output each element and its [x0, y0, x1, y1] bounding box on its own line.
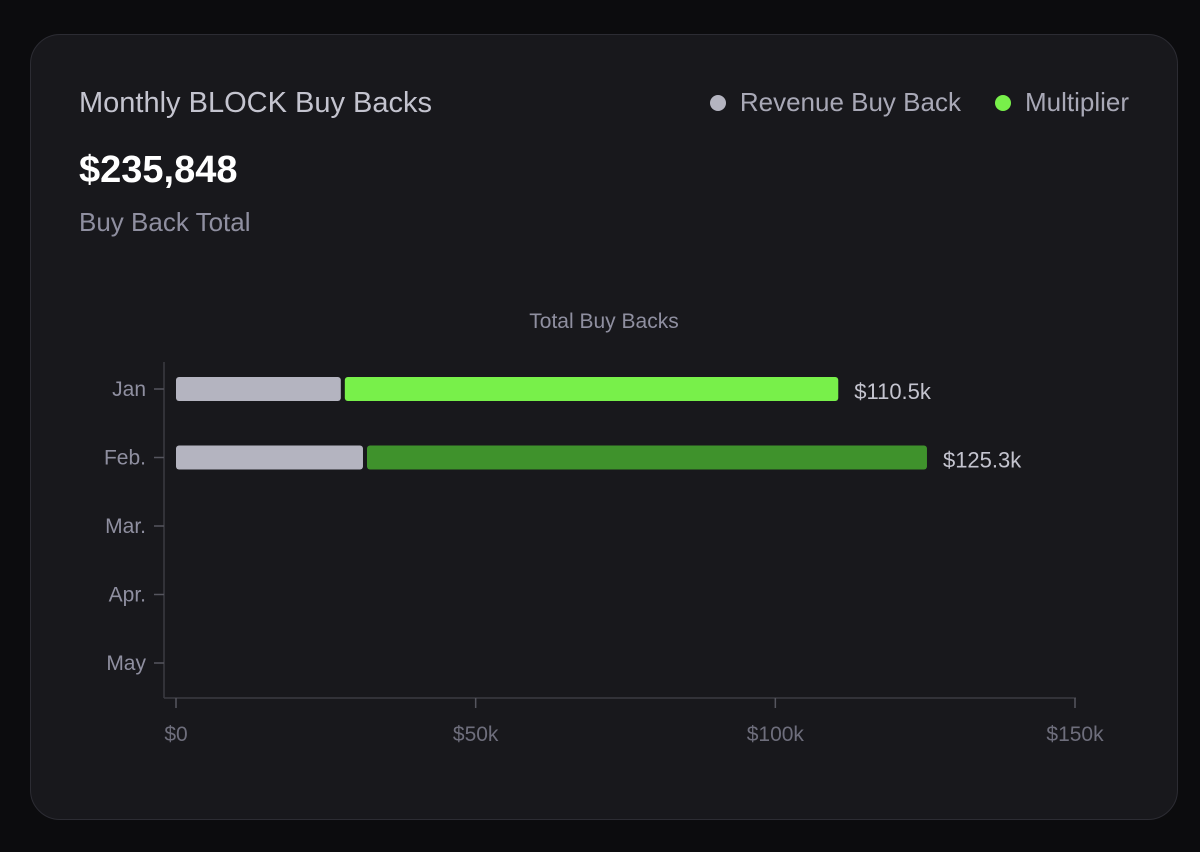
buyback-total-label: Buy Back Total	[79, 207, 251, 237]
bar-value-label: $110.5k	[854, 379, 932, 404]
x-tick-label: $100k	[747, 723, 805, 746]
bar-revenue-buy-back	[176, 445, 363, 470]
card-title: Monthly BLOCK Buy Backs	[79, 87, 432, 119]
legend-label: Revenue Buy Back	[739, 87, 961, 117]
legend-dot-icon	[709, 94, 726, 111]
y-tick-label: Apr.	[109, 584, 146, 607]
y-tick-label: May	[106, 652, 146, 675]
bar-value-label: $125.3k	[943, 448, 1022, 473]
x-tick-label: $150k	[1046, 723, 1104, 746]
bar-revenue-buy-back	[176, 377, 341, 401]
legend-dot-icon	[994, 94, 1011, 111]
bar-multiplier	[344, 377, 839, 401]
buyback-card: Monthly BLOCK Buy Backs $235,848 Buy Bac…	[30, 34, 1178, 820]
chart-title: Total Buy Backs	[529, 310, 678, 333]
chart-legend: Revenue Buy Back Multiplier	[709, 87, 1129, 118]
y-tick-label: Mar.	[105, 515, 146, 538]
buyback-total-value: $235,848	[79, 149, 238, 191]
y-tick-label: Jan	[112, 378, 146, 401]
bar-multiplier	[366, 445, 927, 470]
legend-item-revenue-buy-back[interactable]: Revenue Buy Back	[709, 87, 961, 118]
y-tick-label: Feb.	[104, 447, 146, 470]
x-tick-label: $50k	[453, 723, 499, 746]
legend-item-multiplier[interactable]: Multiplier	[994, 87, 1129, 118]
legend-label: Multiplier	[1024, 87, 1129, 117]
chart-data-labels: $110.5k $125.3k	[854, 379, 1022, 473]
chart-axes: Jan Feb. Mar. Apr. May $0 $50k $100k $150k	[104, 362, 1104, 746]
chart-bars	[176, 377, 927, 470]
x-tick-label: $0	[164, 723, 187, 746]
